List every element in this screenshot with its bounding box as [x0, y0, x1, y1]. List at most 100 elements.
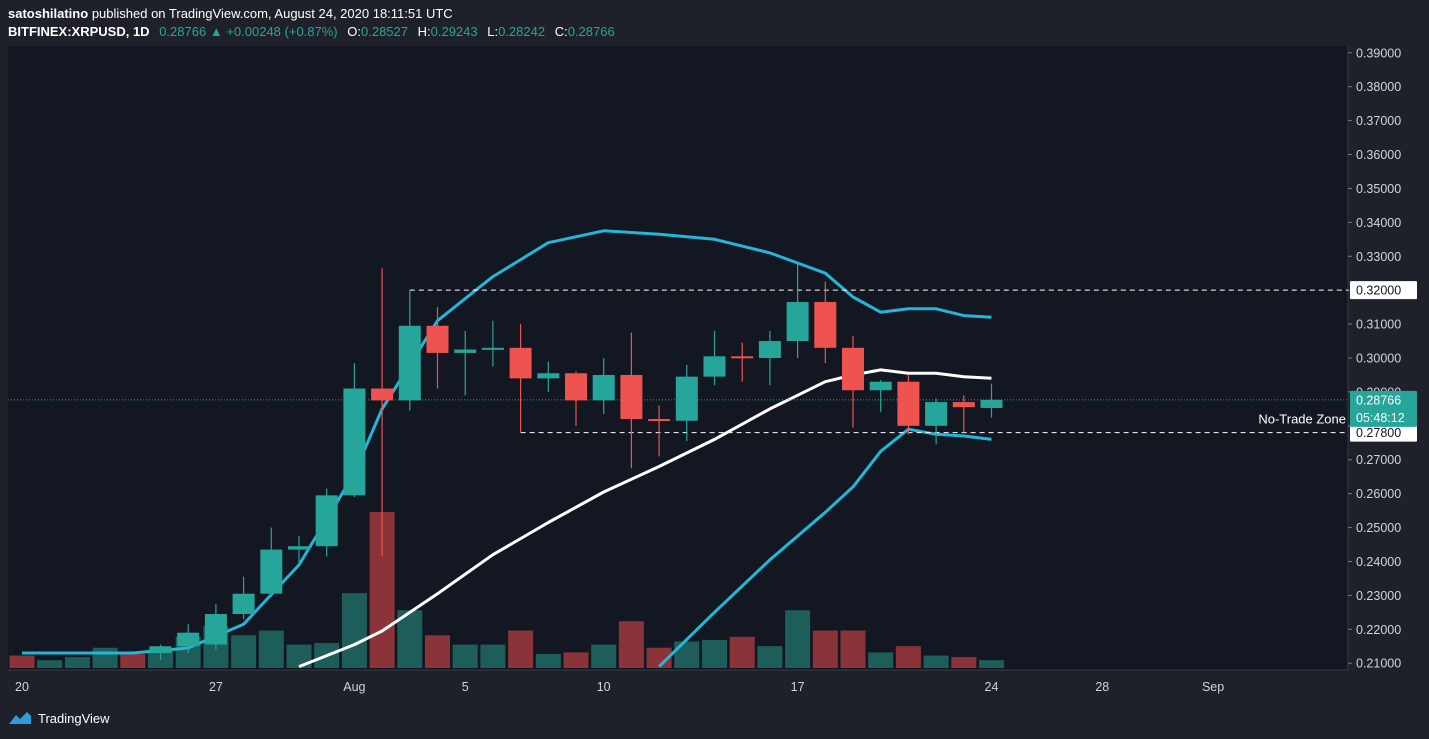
level-price-tag	[1350, 423, 1417, 442]
volume-bar	[729, 636, 755, 668]
y-tick-label: 0.38000	[1356, 80, 1401, 94]
x-tick-label: Sep	[1202, 680, 1224, 694]
volume-bar	[895, 646, 921, 668]
level-price-label: 0.32000	[1356, 284, 1401, 298]
last-price-label: 0.28766	[1356, 393, 1401, 407]
volume-bar	[508, 630, 534, 668]
y-tick-label: 0.30000	[1356, 352, 1401, 366]
volume-bar	[9, 655, 35, 668]
volume-bar	[923, 655, 949, 668]
symbol-legend: BITFINEX:XRPUSD, 1D 0.28766 ▲ +0.00248 (…	[8, 24, 615, 39]
volume-bar	[785, 610, 811, 668]
symbol-name[interactable]: BITFINEX:XRPUSD, 1D	[8, 24, 150, 39]
candle-body	[842, 347, 864, 391]
volume-bar	[37, 660, 63, 668]
candle-body	[814, 302, 837, 348]
volume-bar	[812, 630, 838, 668]
brand-name: TradingView	[38, 710, 110, 726]
footer-brand[interactable]: TradingView	[8, 710, 110, 726]
volume-bar	[646, 647, 672, 668]
last-price: 0.28766	[159, 24, 207, 39]
candle-body	[426, 325, 449, 353]
x-tick-label: 10	[597, 680, 611, 694]
candle-body	[731, 356, 754, 359]
volume-bar	[231, 635, 257, 668]
y-tick-label: 0.34000	[1356, 216, 1401, 230]
x-tick-label: 28	[1095, 680, 1109, 694]
candle-body	[232, 593, 255, 615]
volume-bar	[120, 653, 146, 668]
x-tick-label: 20	[15, 680, 29, 694]
candle-body	[786, 302, 809, 342]
low-value: 0.28242	[498, 24, 546, 39]
x-tick-label: 24	[985, 680, 999, 694]
open-value: 0.28527	[361, 24, 408, 39]
volume-bar	[425, 635, 450, 668]
candle-body	[204, 614, 227, 645]
volume-bar	[591, 644, 617, 668]
low-label: L:	[487, 24, 499, 39]
candle-body	[925, 402, 948, 426]
candle-body	[869, 381, 892, 391]
candle-body	[149, 646, 172, 654]
volume-bar	[535, 653, 561, 668]
y-tick-label: 0.22000	[1356, 623, 1401, 637]
y-tick-label: 0.21000	[1356, 657, 1401, 671]
candle-body	[648, 419, 671, 422]
candle-body	[620, 374, 643, 420]
volume-bar	[563, 652, 589, 668]
volume-bar	[951, 657, 977, 668]
y-tick-label: 0.36000	[1356, 148, 1401, 162]
y-tick-label: 0.27000	[1356, 453, 1401, 467]
volume-bar	[92, 647, 118, 668]
candle-body	[897, 381, 920, 426]
y-tick-label: 0.26000	[1356, 487, 1401, 501]
candle-body	[343, 388, 366, 496]
bollinger-basis-line	[298, 368, 992, 668]
y-tick-label: 0.35000	[1356, 182, 1401, 196]
volume-bar	[674, 641, 700, 668]
candle-body	[509, 347, 532, 379]
candle-body	[481, 347, 504, 350]
no-trade-zone-label: No-Trade Zone	[1258, 412, 1346, 427]
bollinger-lower-band	[658, 427, 992, 668]
volume-bar	[452, 644, 478, 668]
volume-bar	[286, 644, 312, 668]
x-tick-label: 17	[791, 680, 805, 694]
high-label: H:	[417, 24, 431, 39]
y-tick-label: 0.24000	[1356, 555, 1401, 569]
chart-pane	[8, 46, 1348, 670]
x-tick-label: Aug	[343, 680, 365, 694]
publish-text: published on TradingView.com, August 24,…	[91, 6, 453, 21]
volume-bar	[618, 621, 644, 668]
volume-bar	[480, 644, 506, 668]
candle-body	[980, 399, 1003, 408]
volume-bar	[979, 660, 1004, 668]
tradingview-logo-icon	[9, 712, 31, 724]
level-price-label: 0.27800	[1356, 426, 1401, 440]
candle-body	[537, 373, 560, 379]
candle-body	[703, 356, 726, 377]
y-tick-label: 0.39000	[1356, 46, 1401, 60]
candle-body	[454, 349, 477, 353]
x-tick-label: 5	[462, 680, 469, 694]
volume-bar	[840, 630, 866, 668]
volume-bar	[702, 639, 727, 668]
candle-body	[315, 495, 338, 547]
close-label: C:	[554, 24, 568, 39]
author-name[interactable]: satoshilatino	[8, 6, 89, 21]
volume-bar	[868, 652, 894, 668]
open-label: O:	[347, 24, 361, 39]
bar-countdown-label: 05:48:12	[1356, 411, 1405, 425]
level-price-tag	[1350, 281, 1417, 300]
candle-body	[398, 325, 421, 401]
candle-body	[177, 632, 200, 647]
candle-body	[260, 549, 283, 594]
volume-bar	[757, 646, 783, 668]
y-tick-label: 0.31000	[1356, 318, 1401, 332]
price-change: +0.00248 (+0.87%)	[226, 24, 338, 39]
y-tick-label: 0.25000	[1356, 521, 1401, 535]
candle-body	[675, 376, 698, 421]
candle-body	[565, 373, 587, 401]
